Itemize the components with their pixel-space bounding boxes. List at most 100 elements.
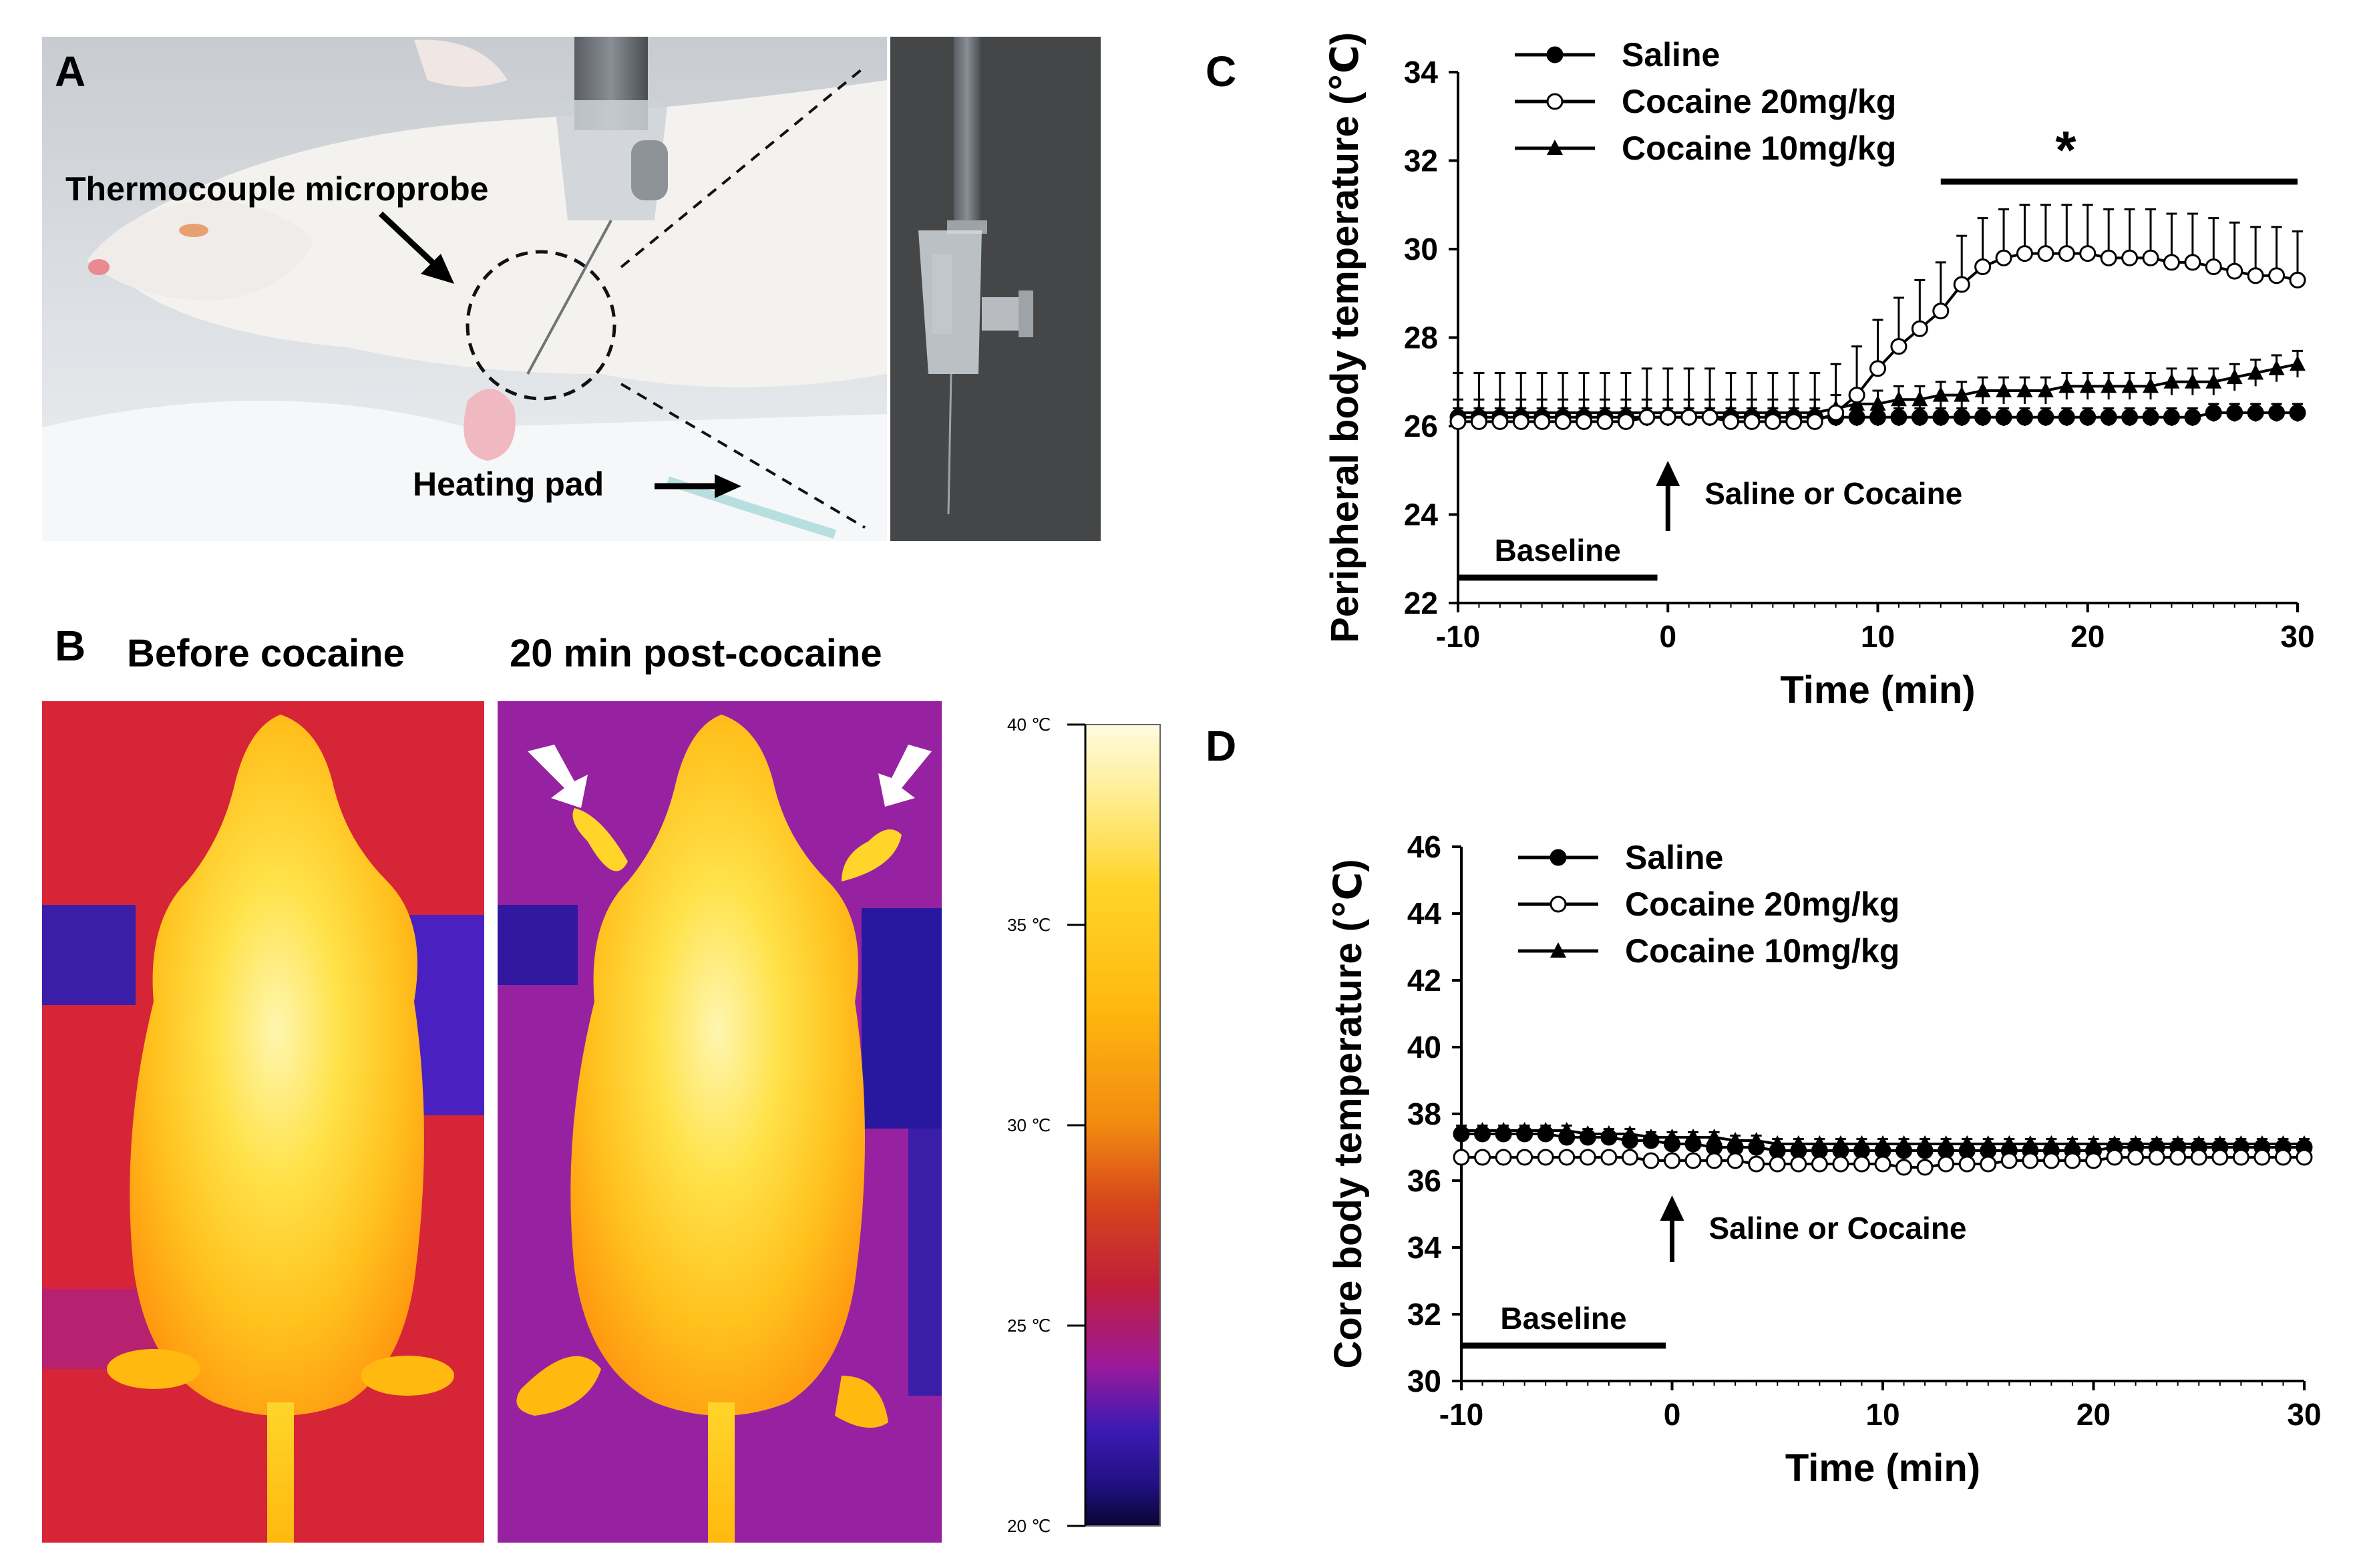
panel-d-letter: D [1206, 722, 1237, 770]
data-point [2142, 249, 2159, 266]
panel-a-photo-rat [42, 37, 887, 541]
data-point [1853, 1155, 1870, 1173]
series-cocaine-10mg-kg [1453, 1122, 2312, 1151]
data-point [1706, 1152, 1723, 1169]
data-point [2268, 359, 2285, 375]
pad-label: Heating pad [413, 465, 604, 503]
data-point [1664, 1129, 1680, 1144]
data-point [1685, 1129, 1702, 1144]
data-point [2247, 364, 2264, 380]
data-point [1449, 413, 1467, 430]
data-point [1684, 1152, 1702, 1169]
colorbar-tick-35: 35 ℃ [1007, 915, 1051, 935]
data-point [2064, 1152, 2081, 1169]
data-point [1916, 1159, 1934, 1176]
data-point [1869, 395, 1886, 411]
data-point [1938, 1135, 1954, 1151]
y-tick-label: 40 [1407, 1030, 1441, 1064]
data-point [1895, 1135, 1912, 1151]
data-point [1853, 1135, 1870, 1151]
legend-marker [1550, 896, 1567, 913]
before-cocaine-label: Before cocaine [127, 632, 405, 675]
data-point [1953, 409, 1970, 426]
data-point [1453, 1122, 1469, 1137]
data-point [1869, 360, 1886, 377]
colorbar-tick-25: 25 ℃ [1007, 1316, 1051, 1336]
x-tick-label: -10 [1439, 1397, 1483, 1432]
data-point [2058, 377, 2075, 393]
data-point [1890, 391, 1907, 407]
data-point [2016, 382, 2033, 397]
data-point [1832, 1135, 1849, 1151]
data-point [1748, 1155, 1765, 1173]
baseline-label: Baseline [1495, 533, 1621, 568]
colorbar-tick-40: 40 ℃ [1007, 715, 1051, 735]
data-point [2022, 1152, 2039, 1169]
colorbar [1085, 724, 1161, 1527]
data-point [2226, 404, 2243, 421]
hot-paw-arrow-right [878, 745, 932, 807]
data-point [1537, 1149, 1554, 1166]
colorbar-ticks [1067, 723, 1087, 1527]
data-point [2247, 404, 2264, 421]
data-point [1785, 413, 1803, 430]
data-point [2079, 245, 2097, 262]
data-point [1995, 409, 2012, 426]
legend-marker [1550, 849, 1567, 866]
data-point [2079, 409, 2097, 426]
data-point [2226, 369, 2243, 385]
data-point [2163, 254, 2180, 271]
y-tick-label: 22 [1404, 586, 1438, 620]
y-tick-label: 34 [1404, 55, 1439, 89]
data-point [2290, 355, 2306, 371]
data-point [1743, 413, 1761, 430]
data-point [1848, 387, 1865, 404]
data-point [2100, 409, 2117, 426]
data-point [2205, 258, 2222, 275]
data-point [1995, 249, 2012, 266]
data-point [1912, 391, 1928, 407]
data-point [2001, 1135, 2018, 1151]
x-tick-label: 0 [1664, 1397, 1681, 1432]
chart-c-peripheral-temperature: 22 24 26 28 30 32 34 -10 0 10 20 30 Time (min) Periph… [1323, 32, 2315, 712]
data-point [1576, 413, 1593, 430]
data-point [2043, 1135, 2060, 1151]
data-point [1954, 386, 1970, 402]
data-point [1558, 1149, 1576, 1166]
x-tick-label: 10 [1865, 1397, 1899, 1432]
data-point [1974, 258, 1992, 275]
data-point [1727, 1152, 1744, 1169]
data-point [1790, 1155, 1807, 1173]
data-point [1974, 409, 1992, 426]
data-point [1874, 1155, 1891, 1173]
data-point [1706, 1129, 1723, 1144]
data-point [2000, 1152, 2018, 1169]
data-point [2058, 245, 2075, 262]
data-point [2296, 1135, 2312, 1151]
data-point [2037, 382, 2054, 397]
y-tick-label: 24 [1404, 498, 1439, 532]
data-point [2289, 404, 2306, 421]
data-point [2106, 1149, 2123, 1166]
data-point [2169, 1135, 2186, 1151]
data-point [1533, 413, 1551, 430]
data-point [1811, 1135, 1828, 1151]
x-axis-label: Time (min) [1785, 1446, 1980, 1490]
x-axis-label: Time (min) [1780, 668, 1975, 712]
data-point [1932, 303, 1950, 320]
data-point [1474, 1149, 1491, 1166]
x-tick-label: 20 [2070, 619, 2105, 654]
data-point [1974, 382, 1991, 397]
data-point [2016, 245, 2033, 262]
y-tick-label: 44 [1407, 896, 1442, 931]
panel-a-photo-probe [890, 37, 1101, 541]
x-tick-label: 20 [2076, 1397, 2111, 1432]
y-tick-label: 46 [1407, 829, 1441, 864]
post-cocaine-label: 20 min post-cocaine [510, 632, 882, 675]
hot-paw-arrow-left [528, 745, 588, 808]
data-point [2233, 1135, 2249, 1151]
panel-c-letter: C [1206, 47, 1237, 95]
legend-marker [1546, 46, 1564, 63]
series-cocaine-20mg-kg [1453, 1149, 2313, 1176]
